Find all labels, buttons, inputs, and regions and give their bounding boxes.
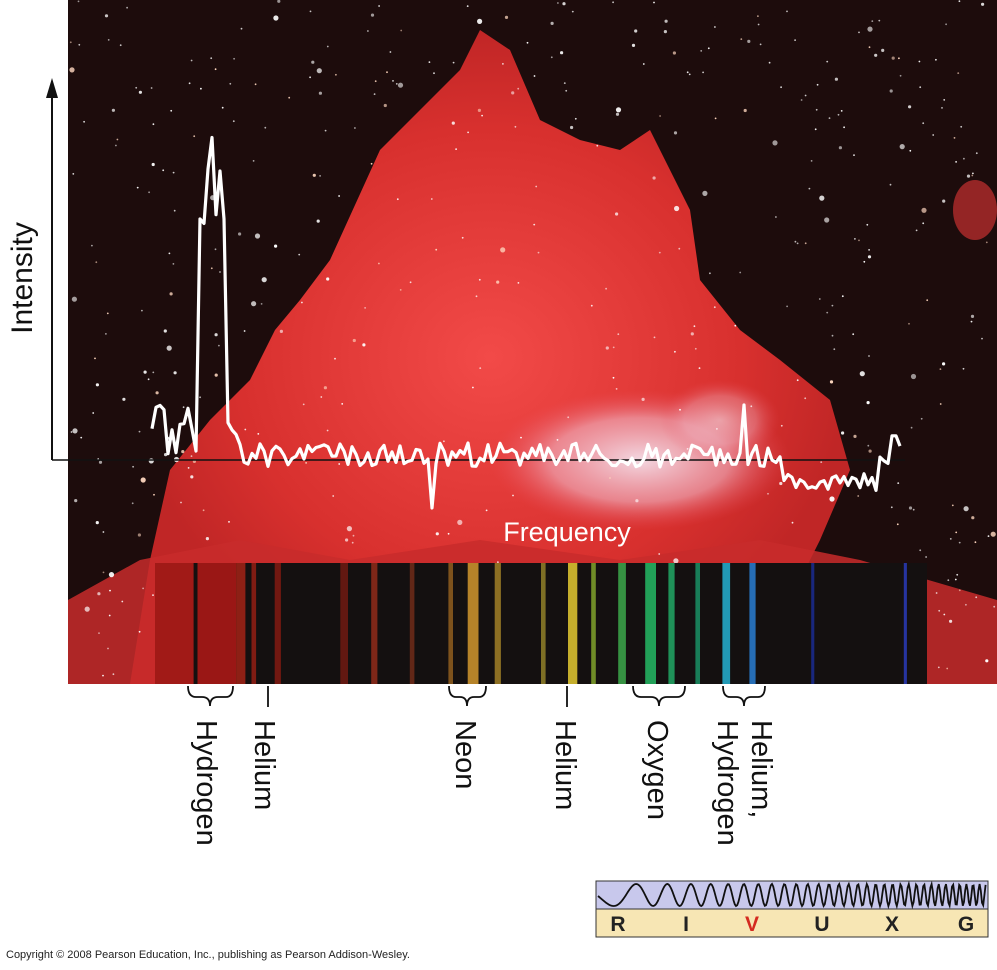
bracket-oxygen (632, 685, 686, 707)
spectral-line (668, 563, 675, 684)
bracket-hydrogen-1 (187, 685, 234, 707)
bracket-neon (448, 685, 487, 707)
label-oxygen: Oxygen (641, 720, 673, 820)
spectral-line (618, 563, 626, 684)
spectral-line (568, 563, 578, 684)
spectral-line (274, 563, 281, 684)
axis-arrow-icon (46, 78, 58, 98)
copyright-notice: Copyright © 2008 Pearson Education, Inc.… (6, 949, 410, 961)
spectral-line (903, 563, 907, 684)
y-axis-label: Intensity (6, 222, 39, 334)
wavelength-icon (597, 880, 987, 910)
band-label: R (610, 913, 625, 936)
intensity-trace (150, 135, 902, 510)
label-helium-1: Helium (248, 720, 280, 810)
spectral-line (591, 563, 596, 684)
spectral-line (197, 563, 237, 684)
band-scale: R I V U X G (595, 880, 989, 938)
label-helium-3: Helium, (745, 720, 777, 818)
spectral-line (467, 563, 479, 684)
spectral-line (251, 563, 257, 684)
emission-spectrum-strip (155, 563, 927, 684)
label-hydrogen-2: Hydrogen (711, 720, 743, 846)
element-markers (187, 685, 766, 707)
band-label: X (885, 913, 899, 936)
bracket-hydrogen-2 (722, 685, 766, 707)
element-labels: Hydrogen Helium Neon Helium Oxygen Hydro… (190, 720, 777, 846)
label-hydrogen-1: Hydrogen (190, 720, 222, 846)
band-label: U (814, 913, 829, 936)
label-neon: Neon (449, 720, 481, 789)
spectral-line (494, 563, 501, 684)
star-field (69, 0, 996, 684)
spectral-line (645, 563, 656, 684)
spectral-line (749, 563, 756, 684)
label-helium-2: Helium (549, 720, 581, 810)
spectral-line (448, 563, 453, 684)
spectral-line (155, 563, 194, 684)
spectral-line (722, 563, 731, 684)
band-label: V (745, 913, 759, 936)
spectral-line (541, 563, 546, 684)
spectral-line (409, 563, 415, 684)
spectral-line (236, 563, 246, 684)
spectral-line (695, 563, 700, 684)
spectral-line (811, 563, 815, 684)
band-label: I (683, 913, 689, 936)
spectral-line (340, 563, 348, 684)
band-label: G (958, 913, 974, 936)
x-axis-label: Frequency (503, 517, 631, 547)
spectral-line (371, 563, 378, 684)
band-scale-label-panel (595, 908, 989, 938)
